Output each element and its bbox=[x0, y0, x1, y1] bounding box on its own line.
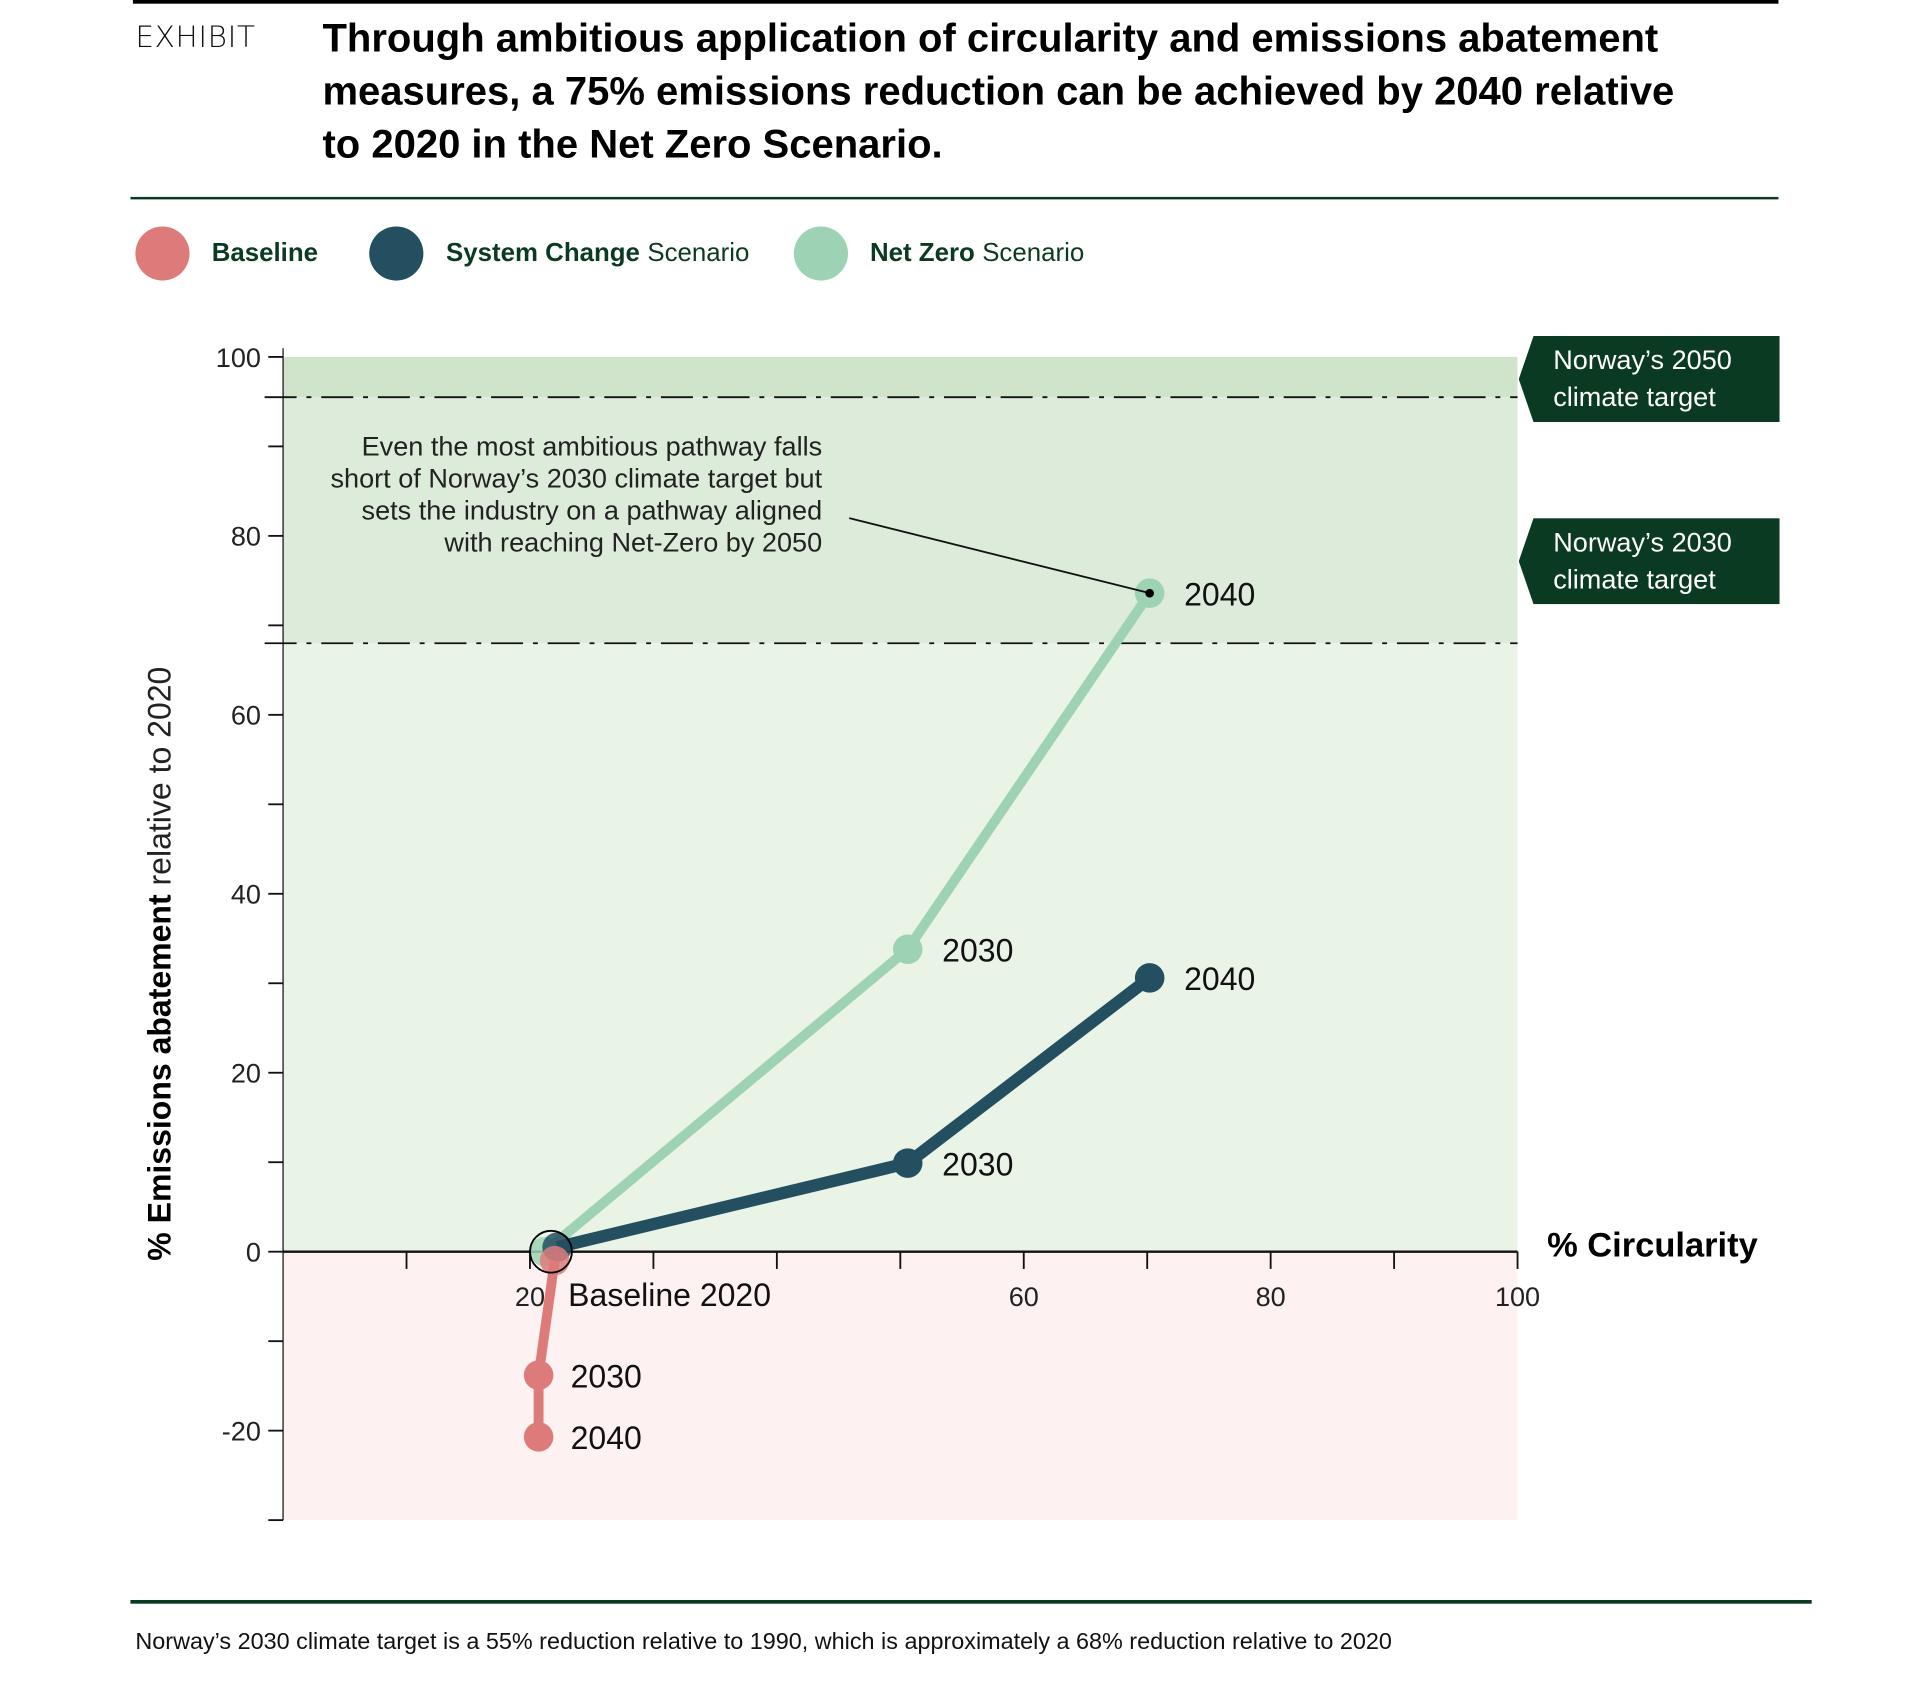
title-divider bbox=[130, 196, 1779, 200]
net-zero-swatch bbox=[793, 226, 848, 281]
y-tick-label: 40 bbox=[231, 879, 261, 910]
target-2030-tag: Norway’s 2030 climate target bbox=[1518, 518, 1780, 605]
x-tick-label: 80 bbox=[1256, 1281, 1286, 1312]
y-tick-label: 100 bbox=[216, 342, 261, 373]
data-point bbox=[1134, 963, 1165, 993]
data-label: 2040 bbox=[1184, 961, 1255, 997]
data-label: 2030 bbox=[942, 1146, 1013, 1182]
band-above-2050-target bbox=[283, 356, 1518, 398]
legend: Baseline System Change Scenario Net Zero S… bbox=[135, 226, 1128, 281]
callout-annotation: Even the most ambitious pathway falls sh… bbox=[330, 430, 823, 558]
data-label: 2030 bbox=[942, 933, 1013, 969]
system-change-swatch bbox=[369, 226, 424, 281]
footnote: Norway’s 2030 climate target is a 55% re… bbox=[135, 1629, 1392, 1656]
page-title: Through ambitious application of circula… bbox=[322, 16, 1675, 167]
legend-label: Baseline bbox=[211, 238, 319, 268]
legend-label: Net Zero bbox=[869, 238, 975, 268]
band-negative-abatement bbox=[283, 1251, 1518, 1521]
baseline-ring bbox=[529, 1229, 573, 1274]
top-rule bbox=[132, 0, 1779, 4]
y-tick-label: 0 bbox=[246, 1237, 261, 1268]
legend-item-net-zero: Net Zero Scenario bbox=[793, 226, 1085, 281]
data-point bbox=[523, 1422, 554, 1452]
band-between-targets bbox=[283, 397, 1518, 644]
baseline-label: Baseline 2020 bbox=[568, 1277, 771, 1313]
data-label: 2040 bbox=[1184, 576, 1255, 612]
data-point bbox=[523, 1360, 554, 1390]
y-tick-label: -20 bbox=[222, 1415, 261, 1446]
legend-item-baseline: Baseline bbox=[135, 226, 325, 281]
baseline-swatch bbox=[135, 226, 190, 281]
callout-leader-dot bbox=[1145, 588, 1154, 598]
legend-label: System Change bbox=[446, 238, 640, 268]
x-tick-label: 20 bbox=[515, 1281, 545, 1312]
y-tick-label: 20 bbox=[231, 1058, 261, 1089]
legend-item-system-change: System Change Scenario bbox=[369, 226, 750, 281]
callout-leader-line bbox=[849, 517, 1150, 595]
x-axis-title: % Circularity bbox=[1547, 1225, 1758, 1265]
data-label: 2040 bbox=[571, 1420, 642, 1456]
y-tick-label: 80 bbox=[231, 521, 261, 552]
y-axis-title: % Emissions abatement relative to 2020 bbox=[140, 666, 178, 1261]
footer-divider bbox=[130, 1600, 1812, 1604]
x-tick-label: 60 bbox=[1009, 1281, 1039, 1312]
exhibit-label: EXHIBIT bbox=[135, 19, 256, 55]
data-label: 2030 bbox=[571, 1358, 642, 1394]
legend-label-suffix: Scenario bbox=[982, 238, 1085, 268]
target-2050-tag: Norway’s 2050 climate target bbox=[1518, 336, 1780, 423]
data-point bbox=[892, 1148, 923, 1178]
legend-label-suffix: Scenario bbox=[647, 238, 750, 268]
x-tick-label: 100 bbox=[1495, 1281, 1540, 1312]
data-point bbox=[539, 1245, 570, 1276]
data-point bbox=[892, 934, 923, 965]
y-tick-label: 60 bbox=[231, 700, 261, 731]
